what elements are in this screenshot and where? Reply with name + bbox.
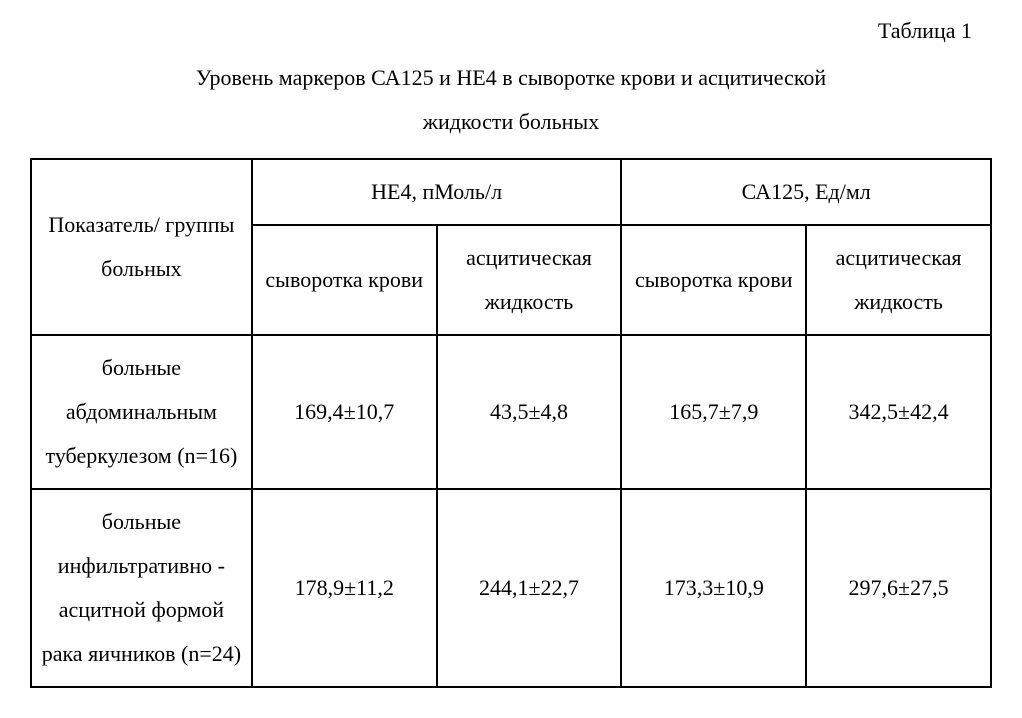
row-label: больные абдоминальным туберкулезом (n=16…: [31, 335, 252, 489]
markers-table: Показатель/ группы больных НЕ4, пМоль/л …: [30, 158, 992, 688]
caption-line-1: Уровень маркеров СА125 и НЕ4 в сыворотке…: [196, 65, 826, 90]
cell-he4-ascitic: 244,1±22,7: [437, 489, 622, 687]
header-indicator: Показатель/ группы больных: [31, 159, 252, 335]
caption-line-2: жидкости больных: [423, 109, 599, 134]
header-ca125-ascitic: асцитическая жидкость: [806, 225, 991, 335]
cell-ca125-serum: 165,7±7,9: [621, 335, 806, 489]
header-he4-ascitic: асцитическая жидкость: [437, 225, 622, 335]
cell-ca125-ascitic: 297,6±27,5: [806, 489, 991, 687]
table-number-label: Таблица 1: [30, 18, 992, 44]
cell-he4-serum: 178,9±11,2: [252, 489, 437, 687]
table-row: больные абдоминальным туберкулезом (n=16…: [31, 335, 991, 489]
row-label: больные инфильтративно - асцитной формой…: [31, 489, 252, 687]
cell-ca125-ascitic: 342,5±42,4: [806, 335, 991, 489]
header-ca125-serum: сыворотка крови: [621, 225, 806, 335]
header-ca125: СА125, Ед/мл: [621, 159, 991, 225]
cell-he4-serum: 169,4±10,7: [252, 335, 437, 489]
table-header-row-1: Показатель/ группы больных НЕ4, пМоль/л …: [31, 159, 991, 225]
cell-ca125-serum: 173,3±10,9: [621, 489, 806, 687]
header-he4-serum: сыворотка крови: [252, 225, 437, 335]
cell-he4-ascitic: 43,5±4,8: [437, 335, 622, 489]
header-he4: НЕ4, пМоль/л: [252, 159, 622, 225]
table-caption: Уровень маркеров СА125 и НЕ4 в сыворотке…: [30, 56, 992, 144]
table-row: больные инфильтративно - асцитной формой…: [31, 489, 991, 687]
